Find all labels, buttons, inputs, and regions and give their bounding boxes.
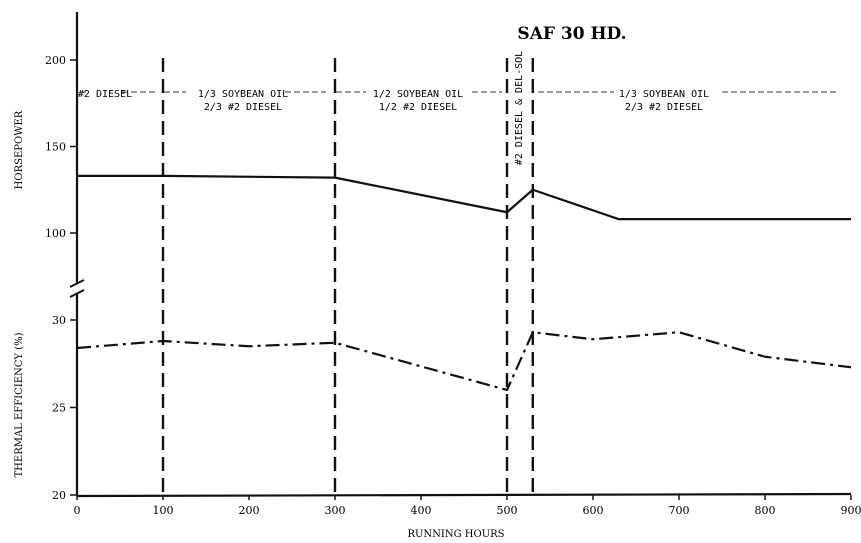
segment-label: 1/2 SOYBEAN OIL 1/2 #2 DIESEL: [373, 89, 463, 113]
segment-label: 1/3 SOYBEAN OIL 2/3 #2 DIESEL: [619, 89, 709, 113]
horsepower-axis-label: HORSEPOWER: [14, 110, 25, 189]
segment-label: 1/3 SOYBEAN OIL 2/3 #2 DIESEL: [198, 89, 288, 113]
x-tick-label: 900: [841, 504, 861, 517]
x-tick-label: 400: [411, 504, 432, 517]
hp-y-tick-label: 150: [45, 141, 66, 154]
hp-y-tick-label: 100: [45, 227, 66, 240]
x-tick-label: 700: [669, 504, 690, 517]
segment-label: #2 DIESEL & DEL-SOL: [514, 51, 525, 165]
te-y-tick-label: 25: [52, 402, 66, 415]
x-tick-label: 300: [325, 504, 346, 517]
x-axis: [76, 492, 852, 498]
chart-title: SAF 30 HD.: [517, 24, 626, 44]
thermal-efficiency-axis-label: THERMAL EFFICIENCY (%): [14, 332, 25, 477]
x-tick-label: 600: [583, 504, 604, 517]
te-y-tick-label: 20: [52, 489, 66, 502]
hp-y-tick-label: 200: [45, 54, 66, 67]
x-tick-label: 100: [153, 504, 174, 517]
horsepower-line: [77, 174, 851, 221]
segment-label: #2 DIESEL: [78, 89, 132, 100]
axis-break-mark: [69, 289, 85, 298]
x-axis-label: RUNNING HOURS: [407, 529, 504, 540]
axis-break-mark: [69, 279, 85, 288]
x-tick-label: 0: [74, 504, 81, 517]
te-y-tick-label: 30: [52, 314, 66, 327]
x-tick-label: 800: [755, 504, 776, 517]
x-tick-label: 500: [497, 504, 518, 517]
x-tick-label: 200: [239, 504, 260, 517]
thermal-efficiency-line: [76, 331, 852, 392]
